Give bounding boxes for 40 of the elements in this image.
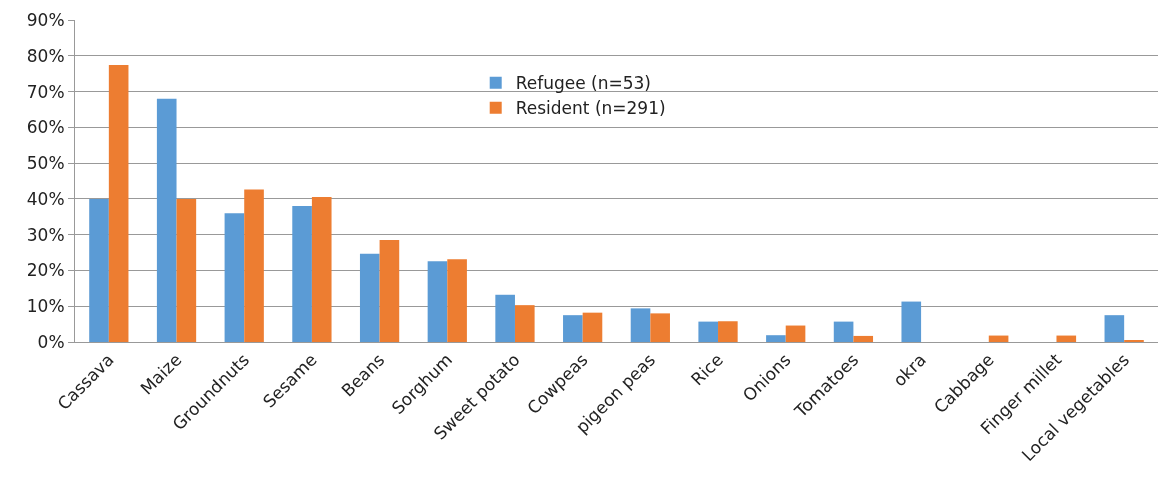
bar [89,198,109,342]
y-tick-label: 80% [26,45,65,66]
bar [650,313,670,342]
bar [379,240,400,342]
bar [988,335,1009,342]
bar [311,197,332,342]
legend-label: Resident (n=291) [515,98,666,119]
bar [785,325,806,342]
bar [359,253,380,342]
bar [853,335,874,342]
y-tick-label: 20% [26,260,65,281]
bar [156,98,177,342]
y-tick-label: 90% [26,9,65,30]
y-tick-label: 70% [26,81,65,102]
bar [176,198,197,342]
bar [514,305,535,342]
bar [718,321,738,342]
bar [833,321,854,342]
y-tick-label: 30% [26,224,65,245]
bar [244,189,264,342]
bar [630,308,651,342]
bar [901,301,922,342]
y-tick-label: 40% [26,188,65,209]
bar [1104,315,1125,342]
bar [1056,335,1077,342]
bar [495,294,515,342]
bar [108,65,129,342]
y-tick-label: 50% [26,153,65,174]
bar [427,261,448,342]
y-tick-label: 10% [26,296,65,317]
legend-label: Refugee (n=53) [515,73,652,94]
y-tick-label: 60% [26,117,65,138]
bar [582,312,603,342]
y-tick-label: 0% [37,331,65,352]
bar [224,213,245,342]
bar [563,315,583,342]
bar [292,206,312,342]
bar [698,321,719,342]
bar [447,259,467,342]
bar [766,335,786,342]
